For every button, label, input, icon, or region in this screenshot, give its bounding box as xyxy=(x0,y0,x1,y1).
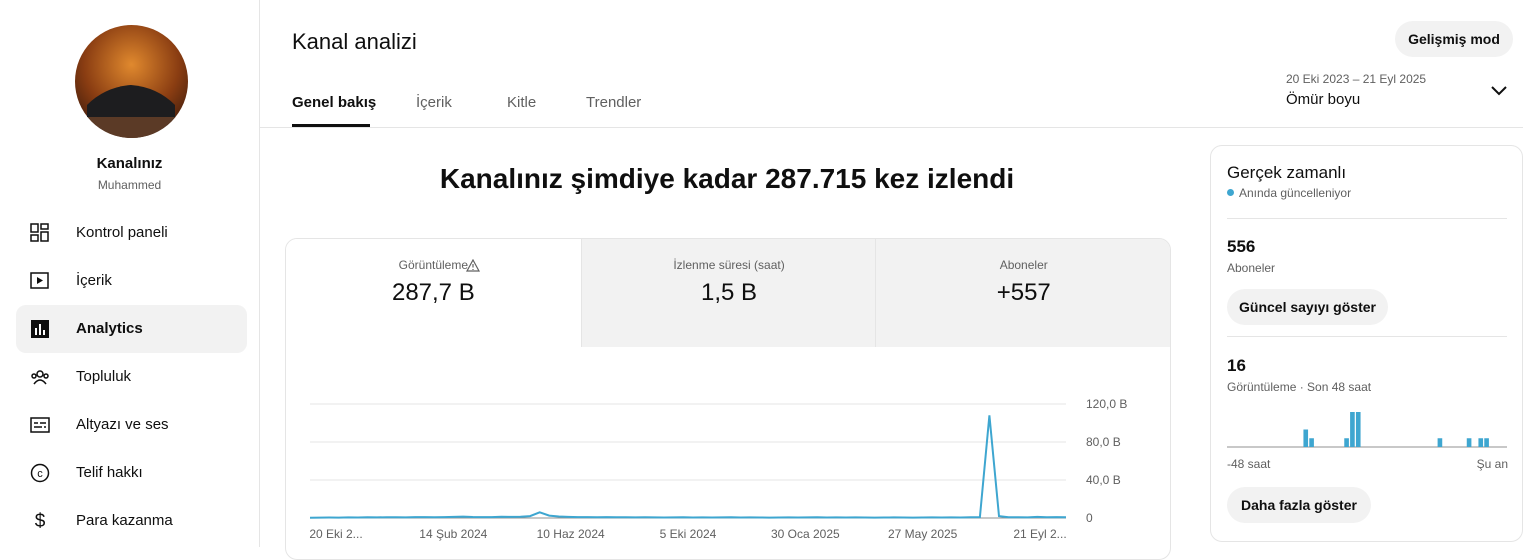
x-tick-label: 10 Haz 2024 xyxy=(537,527,605,541)
bar xyxy=(1355,412,1361,447)
x-tick-label: 27 May 2025 xyxy=(888,527,958,541)
date-range: 20 Eki 2023 – 21 Eyl 2025 xyxy=(1286,72,1427,86)
nav-icon xyxy=(30,272,49,289)
end-label: Şu an xyxy=(1476,457,1508,471)
tab[interactable]: Genel bakış xyxy=(292,94,377,111)
views-label: Görüntüleme · Son 48 saat xyxy=(1227,380,1372,394)
nav-item[interactable]: İçerik xyxy=(16,257,247,305)
x-tick-label: 20 Eki 2... xyxy=(309,527,362,541)
nav-item[interactable]: Topluluk xyxy=(16,353,247,401)
metric-tab[interactable]: Aboneler +557 xyxy=(875,239,1170,347)
metric-value: 287,7 B xyxy=(391,279,475,306)
metric-tab[interactable]: İzlenme süresi (saat) 1,5 B xyxy=(580,239,877,347)
metric-label: Aboneler xyxy=(999,258,1048,272)
realtime-status: Anında güncelleniyor xyxy=(1239,186,1352,200)
tab[interactable]: Kitle xyxy=(507,94,537,111)
metric-value: 1,5 B xyxy=(701,279,758,306)
nav-item[interactable]: Kontrol paneli xyxy=(16,209,247,257)
x-tick-label: 21 Eyl 2... xyxy=(1013,527,1066,541)
nav-label: Topluluk xyxy=(76,368,132,385)
metric-value: +557 xyxy=(996,279,1051,306)
nav-label: Analytics xyxy=(76,320,143,337)
views-count: 16 xyxy=(1227,356,1246,375)
period[interactable]: Ömür boyu xyxy=(1286,91,1361,108)
sidebar: Kanalınız Muhammed Kontrol paneli İçerik A… xyxy=(0,0,260,547)
header-divider xyxy=(260,127,1523,128)
channel-name: Muhammed xyxy=(97,178,162,192)
bar xyxy=(1484,438,1489,447)
y-tick-label: 80,0 B xyxy=(1086,435,1121,449)
svg-text:$: $ xyxy=(35,511,46,531)
nav-label: Para kazanma xyxy=(76,512,173,529)
show-count-button[interactable]: Güncel sayıyı göster xyxy=(1227,289,1388,325)
metric-label: İzlenme süresi (saat) xyxy=(673,258,785,272)
nav-item[interactable]: Analytics xyxy=(16,305,247,353)
nav-label: Telif hakkı xyxy=(76,464,143,481)
avatar[interactable] xyxy=(75,25,188,138)
realtime-chart xyxy=(1227,412,1507,448)
bar xyxy=(1309,438,1314,447)
metric-tab[interactable]: Görüntüleme 287,7 B xyxy=(286,239,581,347)
bar xyxy=(1344,438,1349,447)
channel-title: Kanalınız xyxy=(96,155,163,172)
metric-label: Görüntüleme xyxy=(398,258,469,272)
dropdown-icon[interactable] xyxy=(1490,84,1508,98)
nav-label: İçerik xyxy=(76,272,112,289)
start-label: -48 saat xyxy=(1227,457,1271,471)
tab-indicator xyxy=(292,124,370,127)
more-button[interactable]: Daha fazla göster xyxy=(1227,487,1371,523)
nav-label: Altyazı ve ses xyxy=(76,416,169,433)
bar xyxy=(1303,429,1309,447)
bar xyxy=(1466,438,1472,447)
bar xyxy=(1437,438,1443,447)
realtime-title: Gerçek zamanlı xyxy=(1227,163,1347,182)
nav-icon xyxy=(30,417,50,433)
bar xyxy=(1478,438,1484,447)
advanced-mode-button[interactable]: Gelişmiş mod xyxy=(1395,21,1513,57)
bar xyxy=(1350,412,1355,447)
nav-icon xyxy=(31,370,49,385)
x-tick-label: 14 Şub 2024 xyxy=(419,527,487,541)
y-tick-label: 120,0 B xyxy=(1086,397,1127,411)
headline: Kanalınız şimdiye kadar 287.715 kez izle… xyxy=(439,163,1015,194)
subscriber-label: Aboneler xyxy=(1227,261,1276,275)
views-line xyxy=(309,415,1067,519)
nav-icon xyxy=(30,223,49,242)
nav-item[interactable]: c Telif hakkı xyxy=(16,449,247,497)
tab[interactable]: İçerik xyxy=(416,94,452,111)
svg-text:c: c xyxy=(37,468,43,480)
views-chart: 0 40,0 B 80,0 B 120,0 B 20 Eki 2... 14 Şub 20… xyxy=(309,397,1127,541)
live-dot xyxy=(1227,189,1234,196)
nav-icon: c xyxy=(30,463,50,483)
nav-icon: $ xyxy=(35,511,46,531)
y-tick-label: 40,0 B xyxy=(1086,473,1121,487)
page-title: Kanal analizi xyxy=(292,29,417,54)
nav-item[interactable]: $ Para kazanma xyxy=(16,497,247,545)
nav-item[interactable]: Altyazı ve ses xyxy=(16,401,247,449)
x-tick-label: 30 Oca 2025 xyxy=(771,527,840,541)
tab[interactable]: Trendler xyxy=(586,94,642,111)
nav-label: Kontrol paneli xyxy=(76,224,168,241)
warning-icon xyxy=(466,259,480,272)
divider xyxy=(1227,336,1507,337)
overview-card: Görüntüleme 287,7 B İzlenme süresi (saat) 1… xyxy=(285,238,1171,560)
x-tick-label: 5 Eki 2024 xyxy=(660,527,717,541)
divider xyxy=(1227,218,1507,219)
nav-icon xyxy=(31,320,49,338)
realtime-card: Gerçek zamanlı Anında güncelleniyor 556 … xyxy=(1210,145,1523,542)
subscriber-count: 556 xyxy=(1227,237,1256,256)
y-tick-label: 0 xyxy=(1086,511,1093,525)
